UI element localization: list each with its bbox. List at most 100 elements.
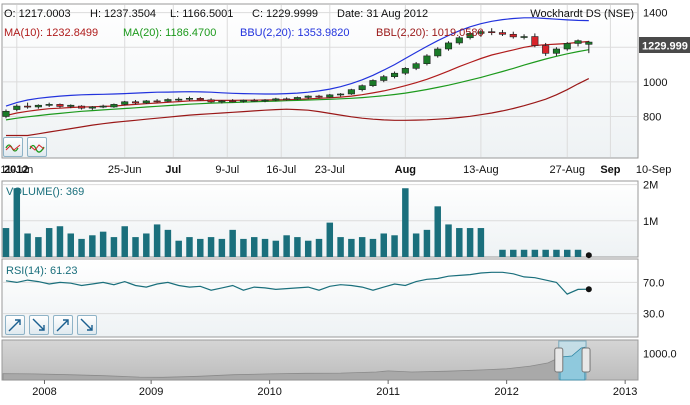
- rsi-y-axis: 30.0 70.0: [643, 277, 664, 320]
- volume-label: VOLUME(): 369: [6, 186, 84, 198]
- candle: [218, 100, 226, 104]
- candle: [142, 100, 150, 105]
- volume-bar: [99, 231, 107, 257]
- volume-bar: [380, 233, 387, 257]
- volume-tick-label: 2M: [643, 180, 658, 192]
- date-tick-label: 23-Jul: [315, 164, 345, 176]
- navigator-axis: 1000.0 2008 2009 2010 2011 2012 2013: [32, 348, 676, 398]
- candle-body: [99, 105, 107, 108]
- date-axis: 2012 11-Jun 25-Jun Jul 9-Jul 16-Jul 23-Jul Aug…: [0, 164, 671, 176]
- candle: [293, 96, 301, 100]
- rsi-panel[interactable]: 30.0 70.0 RSI(14): 61.23: [1, 258, 664, 338]
- volume-bar: [218, 238, 226, 257]
- trend-down-icon[interactable]: [77, 315, 97, 335]
- volume-bar: [272, 240, 280, 257]
- candle: [552, 47, 560, 56]
- date-value: Date: 31 Aug 2012: [337, 8, 428, 20]
- rsi-tick-label: 30.0: [643, 309, 664, 321]
- volume-bar: [24, 233, 31, 257]
- candle: [477, 29, 485, 37]
- date-tick-label: Sep: [600, 164, 620, 176]
- bbu-legend: BBU(2,20): 1353.9820: [240, 27, 349, 39]
- trend-up-icon[interactable]: [53, 315, 73, 335]
- candle: [2, 109, 10, 119]
- volume-bar: [315, 238, 323, 257]
- volume-bar: [510, 249, 517, 257]
- ma20-legend: MA(20): 1186.4700: [123, 27, 216, 39]
- candle-body: [218, 100, 226, 103]
- candle-body: [142, 100, 150, 104]
- candle: [326, 93, 334, 98]
- candle: [78, 105, 86, 110]
- candle: [444, 41, 453, 51]
- rsi-last-dot: [585, 286, 592, 293]
- candle-body: [304, 95, 312, 98]
- trend-down-icon[interactable]: [29, 315, 49, 335]
- volume-bar: [283, 235, 290, 257]
- volume-bar: [2, 228, 10, 257]
- volume-bar: [369, 238, 377, 257]
- volume-bar: [132, 237, 139, 257]
- candle-body: [272, 98, 280, 101]
- volume-bar: [412, 233, 420, 257]
- candle: [175, 97, 183, 102]
- candle: [164, 98, 172, 103]
- candle-body: [229, 100, 237, 103]
- navigator-panel[interactable]: 1000.0 2008 2009 2010 2011 2012 2013: [1, 339, 677, 398]
- volume-bar: [240, 238, 247, 257]
- date-tick-label: 27-Aug: [549, 164, 584, 176]
- candle-body: [250, 99, 258, 102]
- high-value: H: 1237.3504: [90, 8, 156, 20]
- candle: [283, 97, 291, 101]
- candle: [13, 104, 21, 112]
- navigator-selection[interactable]: [554, 340, 591, 381]
- date-tick-label: 13-Aug: [463, 164, 498, 176]
- candle: [434, 47, 442, 58]
- volume-bar: [520, 249, 528, 257]
- price-panel[interactable]: 800100012001400 1229.999 O: 1217.0003 H:…: [1, 3, 690, 159]
- mini-chart-icon[interactable]: [27, 137, 47, 157]
- candle-body: [434, 48, 442, 57]
- candle: [185, 96, 194, 101]
- candle: [153, 99, 161, 103]
- candle-body: [185, 98, 194, 100]
- volume-bar: [434, 206, 441, 257]
- volume-bar: [229, 229, 236, 257]
- navigator-year-label: 2009: [139, 386, 163, 398]
- candle: [56, 103, 64, 108]
- candle-body: [13, 105, 21, 110]
- candle-body: [574, 40, 582, 44]
- candle: [34, 104, 42, 109]
- volume-bar: [564, 249, 571, 257]
- candle: [498, 29, 507, 37]
- navigator-handle[interactable]: [554, 347, 564, 373]
- navigator-year-label: 2011: [376, 386, 400, 398]
- volume-bar: [67, 233, 74, 257]
- volume-bar: [78, 238, 85, 257]
- candle: [337, 93, 345, 97]
- rsi-label: RSI(14): 61.23: [6, 265, 78, 277]
- volume-bar: [186, 237, 193, 257]
- candle: [574, 39, 582, 47]
- candle: [466, 31, 474, 40]
- trend-up-icon[interactable]: [5, 315, 25, 335]
- rsi-line: [5, 271, 592, 295]
- year-label: 2012: [4, 164, 28, 176]
- candle-body: [153, 100, 161, 103]
- volume-panel[interactable]: 1M 2M VOLUME(): 369: [1, 180, 658, 259]
- candle-body: [477, 31, 485, 34]
- candle-body: [67, 104, 75, 107]
- volume-bar: [531, 249, 539, 257]
- candle-body: [531, 36, 539, 46]
- volume-bar: [326, 222, 334, 257]
- header-readout: O: 1217.0003 H: 1237.3504 L: 1166.5001 C…: [4, 8, 634, 39]
- mini-chart-icon[interactable]: [3, 137, 23, 157]
- bbl-line: [6, 78, 590, 137]
- candle: [88, 106, 96, 110]
- candle: [207, 98, 215, 103]
- candle-body: [2, 110, 10, 117]
- volume-bar: [45, 228, 53, 257]
- last-price-text: 1229.999: [642, 41, 688, 53]
- navigator-handle[interactable]: [581, 347, 591, 373]
